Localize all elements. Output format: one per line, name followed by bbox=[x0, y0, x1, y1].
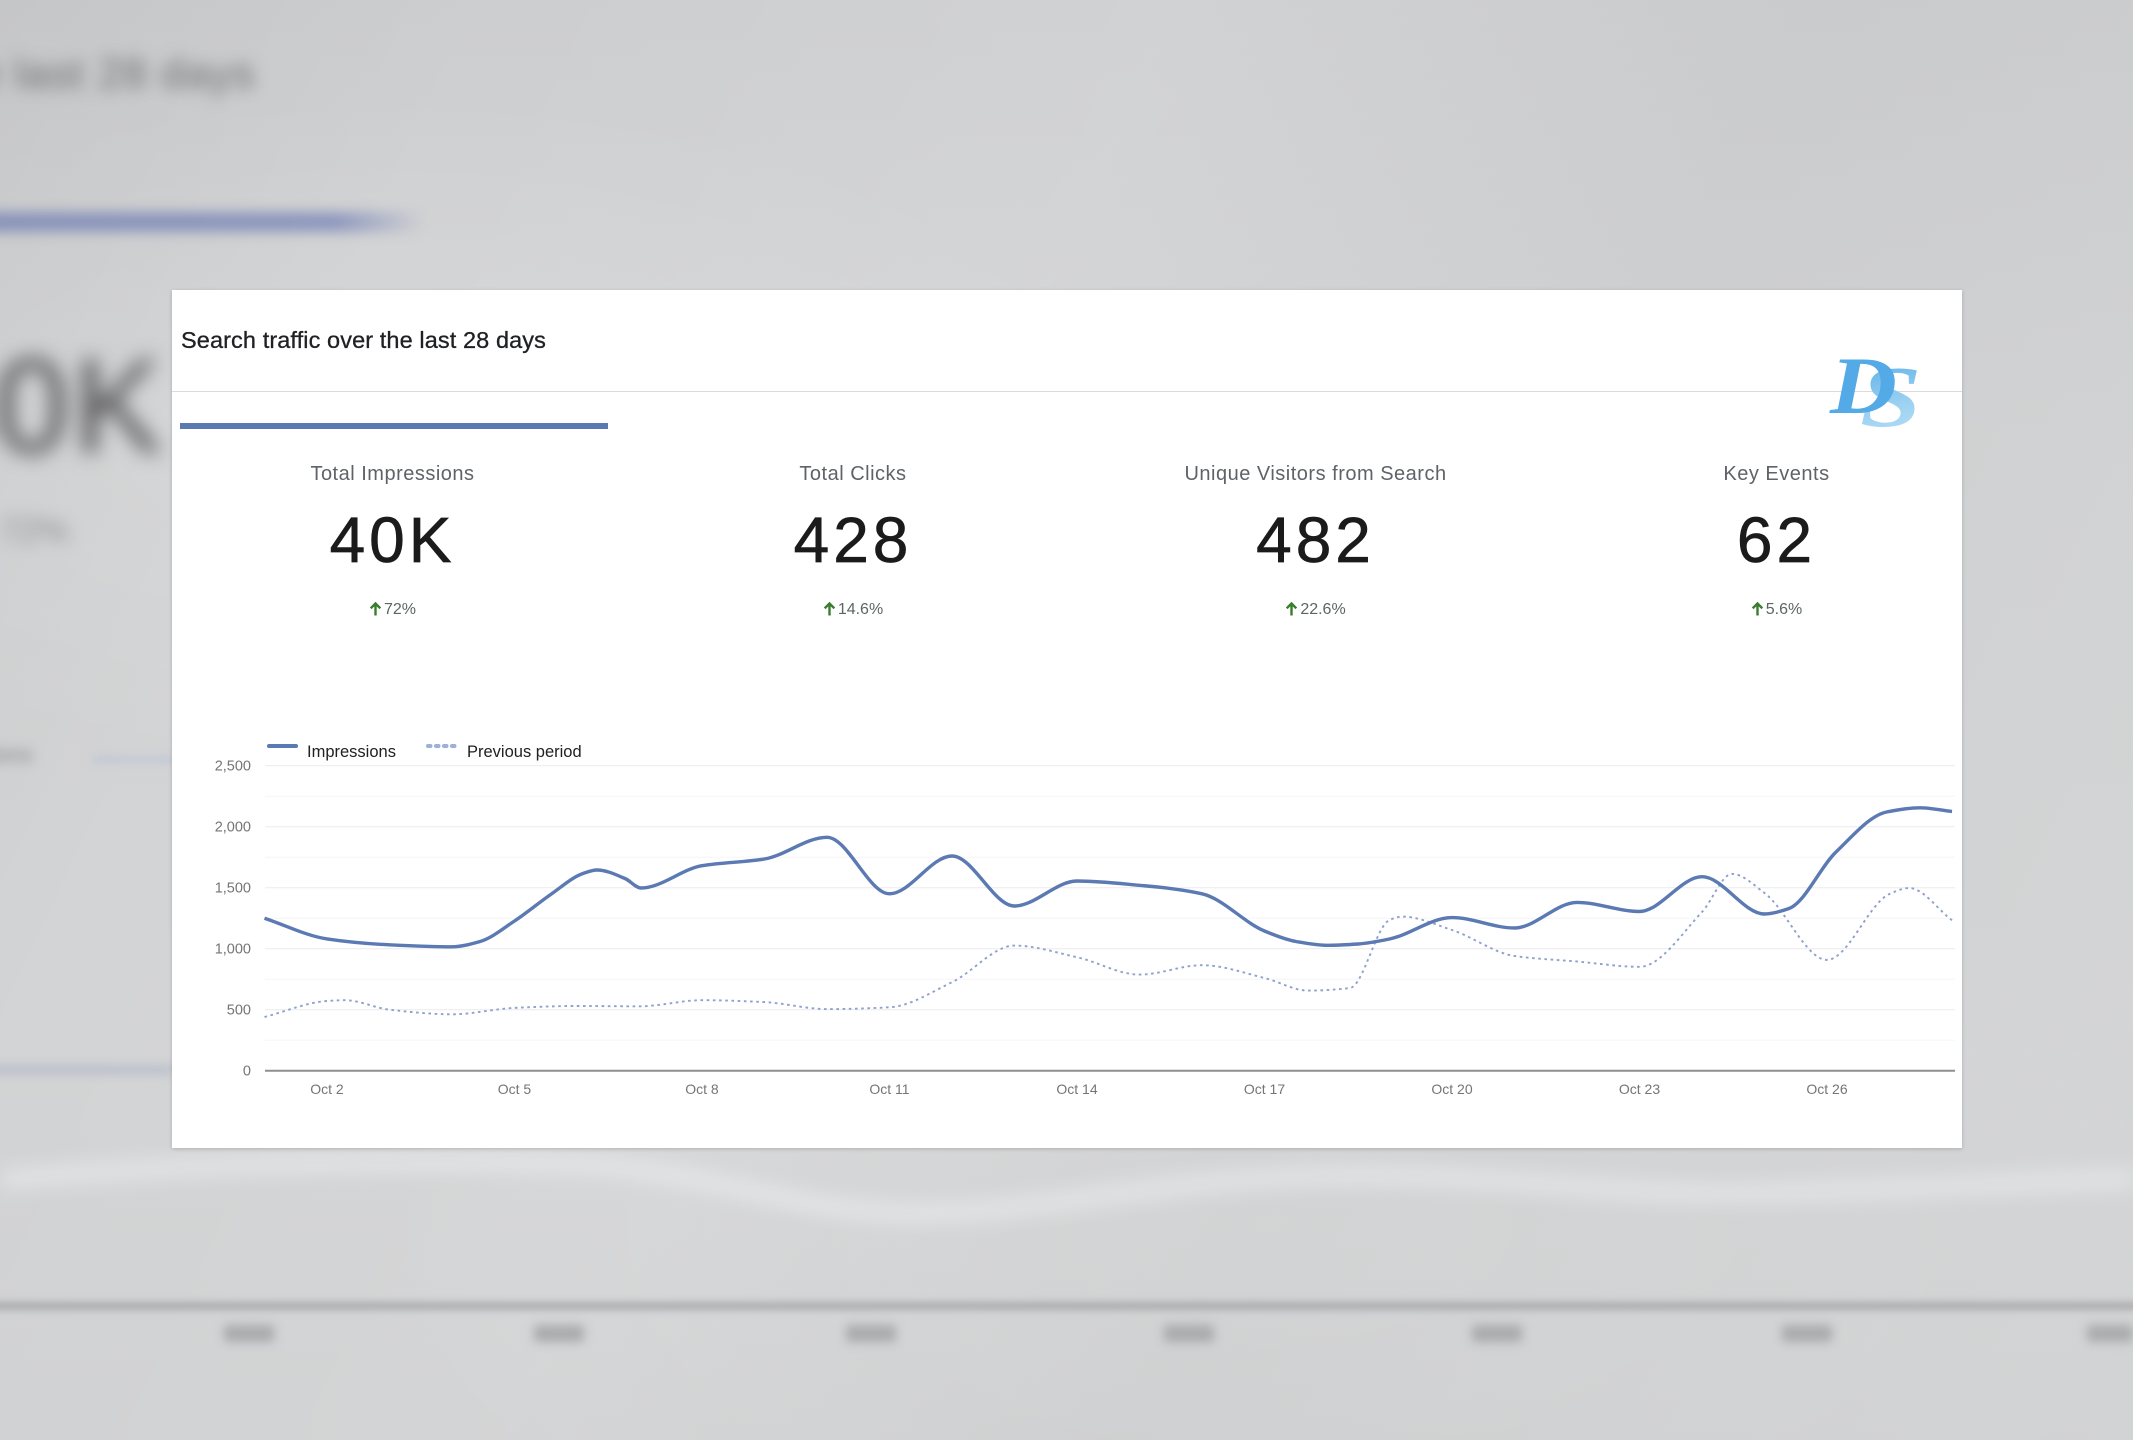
svg-text:Oct 11: Oct 11 bbox=[869, 1081, 909, 1097]
svg-text:1,000: 1,000 bbox=[215, 942, 251, 958]
svg-text:Oct 5: Oct 5 bbox=[498, 1081, 532, 1097]
svg-text:2,000: 2,000 bbox=[215, 820, 251, 836]
svg-text:1,500: 1,500 bbox=[215, 881, 251, 897]
svg-text:Oct 17: Oct 17 bbox=[1244, 1081, 1285, 1097]
svg-text:Previous period: Previous period bbox=[467, 743, 582, 761]
svg-text:2,500: 2,500 bbox=[215, 759, 251, 775]
svg-text:Oct 14: Oct 14 bbox=[1056, 1081, 1097, 1097]
svg-text:Oct 26: Oct 26 bbox=[1806, 1081, 1847, 1097]
svg-text:Impressions: Impressions bbox=[307, 743, 396, 761]
svg-text:Oct 8: Oct 8 bbox=[685, 1081, 719, 1097]
svg-text:0: 0 bbox=[243, 1064, 251, 1080]
svg-text:Oct 20: Oct 20 bbox=[1431, 1081, 1472, 1097]
svg-text:Oct 23: Oct 23 bbox=[1619, 1081, 1660, 1097]
svg-text:500: 500 bbox=[227, 1003, 251, 1019]
svg-text:Oct 2: Oct 2 bbox=[310, 1081, 344, 1097]
